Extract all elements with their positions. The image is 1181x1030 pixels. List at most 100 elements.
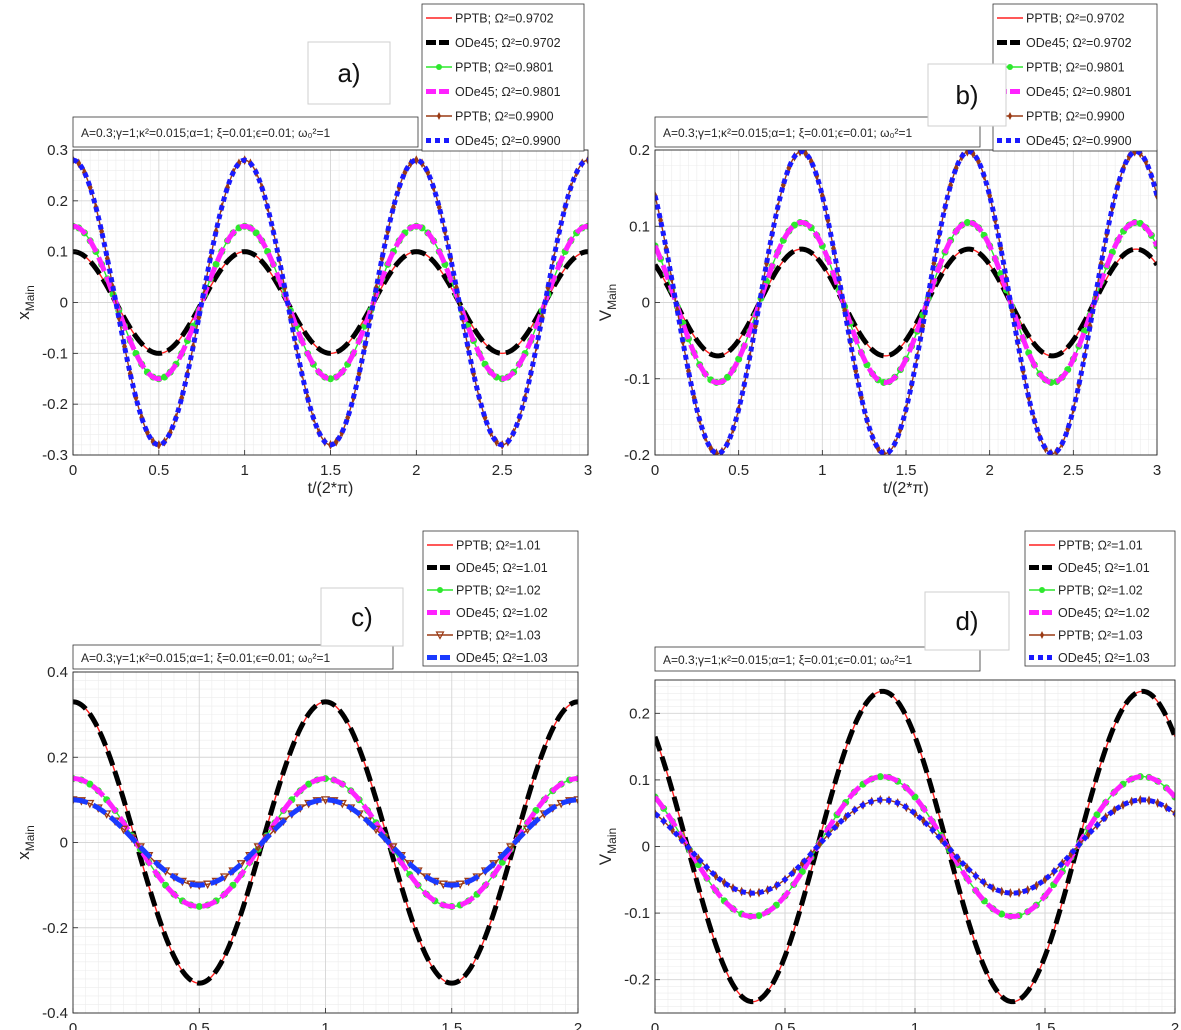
x-tick-label: 1 [911, 1020, 919, 1030]
series-marker [573, 796, 578, 805]
legend-marker [1040, 631, 1044, 639]
series-line-4 [655, 774, 1175, 919]
series-line-2 [73, 249, 588, 356]
chart-panel-d: 00.511.52-0.2-0.100.10.2t/(2*π)VMainA=0.… [596, 530, 1179, 1030]
y-tick-label: 0.2 [629, 142, 650, 159]
panel-label: a) [337, 58, 360, 88]
y-tick-label: 0 [60, 835, 68, 852]
chart-panel-a: 0 0.5 1 1.5 2 2.5 3 -0.3 -0.2 -0.1 0 0.1 0.2 0.3 t/(2*… [14, 3, 592, 497]
y-tick-label: -0.3 [42, 447, 68, 464]
legend-label: ODe45; Ω²=0.9702 [1026, 36, 1132, 50]
series-layer [655, 150, 1157, 455]
x-tick-label: 1.5 [441, 1020, 462, 1030]
y-tick-label: -0.1 [624, 905, 650, 922]
series-marker [911, 793, 919, 801]
legend-label: PPTB; Ω²=1.02 [456, 584, 541, 598]
y-tick-label: 0.1 [47, 244, 68, 261]
series-marker [85, 799, 95, 809]
y-tick-label: 0 [642, 295, 650, 312]
series-marker [86, 780, 94, 788]
x-tick-label: 3 [584, 462, 592, 479]
parameter-annotation: A=0.3;γ=1;κ²=0.015;α=1; ξ=0.01;ϵ=0.01; ω… [663, 126, 912, 140]
x-tick-label: 0 [69, 1020, 77, 1030]
legend-label: ODe45; Ω²=0.9702 [455, 36, 561, 50]
y-tick-label: 0.2 [629, 705, 650, 722]
x-tick-label: 1 [240, 462, 248, 479]
x-tick-label: 0 [651, 1020, 659, 1030]
series-line-4 [73, 776, 578, 909]
parameter-annotation-box [72, 644, 394, 670]
series-line-6 [73, 797, 578, 888]
series-marker [1111, 805, 1117, 816]
panel-label: d) [955, 606, 978, 636]
series-marker [252, 229, 260, 237]
x-tick-label: 0.5 [728, 462, 749, 479]
legend-label: PPTB; Ω²=0.9702 [455, 12, 554, 26]
y-tick-label: -0.1 [42, 345, 68, 362]
x-tick-label: 2.5 [1063, 462, 1084, 479]
series-marker [1093, 811, 1101, 819]
y-tick-label: 0 [60, 295, 68, 312]
series-marker [388, 843, 398, 852]
y-tick-label: -0.2 [42, 396, 68, 413]
parameter-annotation: A=0.3;γ=1;κ²=0.015;α=1; ξ=0.01;ϵ=0.01; ω… [663, 653, 912, 667]
legend-label: PPTB; Ω²=0.9900 [1026, 110, 1125, 124]
series-marker [203, 880, 213, 890]
legend-label: PPTB; Ω²=1.02 [1058, 584, 1143, 598]
series-marker [1033, 880, 1039, 891]
parameter-annotation-box [654, 116, 981, 148]
series-layer [73, 155, 588, 450]
parameter-annotation-box [72, 116, 419, 148]
legend: PPTB; Ω²=0.9702 ODe45; Ω²=0.9702 PPTB; Ω²=… [421, 3, 585, 152]
series-marker [118, 825, 129, 835]
series-line-2 [655, 246, 1157, 359]
legend: PPTB; Ω²=1.01 ODe45; Ω²=1.01 PPTB; Ω²=1.02… [422, 530, 579, 667]
series-marker [798, 868, 806, 876]
series-line-2 [73, 699, 578, 986]
y-tick-label: 0 [642, 839, 650, 856]
y-tick-label: 0.3 [47, 142, 68, 159]
x-tick-label: 2 [412, 462, 420, 479]
legend-box [421, 3, 585, 152]
legend-label: ODe45; Ω²=0.9900 [1026, 134, 1132, 148]
legend-label: PPTB; Ω²=0.9702 [1026, 12, 1125, 26]
legend-marker [1039, 587, 1045, 593]
legend: PPTB; Ω²=0.9702 ODe45; Ω²=0.9702 PPTB; Ω²=… [992, 3, 1158, 152]
legend: PPTB; Ω²=1.01 ODe45; Ω²=1.01 PPTB; Ω²=1.02… [1024, 530, 1176, 667]
chart-panel-c: 00.511.52-0.4-0.200.20.4t/(2*π)xMainA=0.… [14, 530, 582, 1030]
series-marker [921, 816, 927, 827]
legend-label: PPTB; Ω²=1.01 [1058, 539, 1143, 553]
ticks: 0 0.5 1 1.5 2 -0.2 -0.1 0 0.1 0.2 [624, 705, 1179, 1030]
series-marker [305, 780, 313, 788]
panel-label-box [927, 63, 1007, 127]
x-tick-label: 1.5 [1035, 1020, 1056, 1030]
legend-label: ODe45; Ω²=1.01 [456, 561, 548, 575]
legend-marker [1008, 112, 1012, 120]
series-marker [790, 221, 798, 229]
legend-marker [1007, 64, 1013, 70]
y-axis-label: xMain [14, 825, 37, 860]
y-axis-label: VMain [596, 284, 619, 321]
grid [72, 671, 579, 1014]
legend-label: PPTB; Ω²=0.9801 [455, 61, 554, 75]
legend-label: PPTB; Ω²=0.9900 [455, 110, 554, 124]
series-line-4 [655, 219, 1157, 386]
legend-label: ODe45; Ω²=1.02 [1058, 606, 1150, 620]
y-tick-label: -0.1 [624, 371, 650, 388]
y-tick-label: 0.4 [47, 664, 68, 681]
panel-label: b) [955, 80, 978, 110]
y-tick-label: 0.1 [629, 772, 650, 789]
legend-box [1024, 530, 1176, 667]
chart-panel-b: 0 0.5 1 1.5 2 2.5 3 -0.2 -0.1 0 0.1 0.2 t/(2*π) VMain… [596, 3, 1161, 497]
x-tick-label: 1 [818, 462, 826, 479]
legend-label: PPTB; Ω²=1.03 [456, 629, 541, 643]
x-axis-label: t/(2*π) [883, 480, 929, 497]
series-line-6 [73, 157, 588, 448]
panel-label-box [307, 41, 391, 105]
x-tick-label: 1 [321, 1020, 329, 1030]
y-tick-label: -0.4 [42, 1005, 68, 1022]
legend-label: ODe45; Ω²=1.03 [1058, 651, 1150, 665]
legend-label: ODe45; Ω²=1.02 [456, 606, 548, 620]
legend-label: ODe45; Ω²=0.9801 [455, 85, 561, 99]
ticks: 0 0.5 1 1.5 2 2.5 3 -0.3 -0.2 -0.1 0 0.1 0.2 0.3 [42, 142, 592, 479]
